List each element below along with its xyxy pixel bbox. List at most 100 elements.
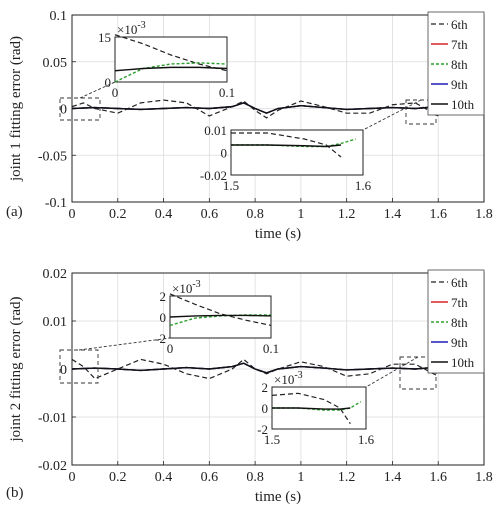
legend-label-7th: 7th xyxy=(451,295,468,310)
x-tick-label: 1.2 xyxy=(338,207,356,222)
x-tick-label: 0.8 xyxy=(246,207,264,222)
legend-label-8th: 8th xyxy=(451,315,468,330)
x-tick-label: 1 xyxy=(297,470,304,485)
inset1-x-tick-label: 0.1 xyxy=(263,341,279,356)
x-tick-label: 0.4 xyxy=(155,207,173,222)
x-axis-label: time (s) xyxy=(255,489,301,505)
main-series-6th xyxy=(71,99,439,119)
x-tick-label: 0 xyxy=(69,470,76,485)
legend-label-10th: 10th xyxy=(451,97,475,112)
x-tick-label: 0.6 xyxy=(201,207,219,222)
y-tick-label: 0 xyxy=(60,363,67,378)
y-axis-label: joint 2 fitting error (rad) xyxy=(8,297,24,443)
inset1-connector xyxy=(78,337,171,351)
y-axis-label: joint 1 fitting error (rad) xyxy=(8,36,24,182)
y-tick-label: 0.01 xyxy=(43,315,68,330)
inset1-y-tick-label: 15 xyxy=(98,30,111,45)
inset1-x-tick-label: 0.1 xyxy=(219,85,235,100)
inset1-y-tick-label: 2 xyxy=(160,289,167,304)
inset2-scale-label: ×10-3 xyxy=(274,370,303,387)
legend-label-6th: 6th xyxy=(451,17,468,32)
x-tick-label: 1.6 xyxy=(429,470,447,485)
y-tick-label: 0.05 xyxy=(43,56,68,71)
inset2-y-tick-label: 0 xyxy=(221,146,228,161)
inset2-connector xyxy=(362,99,422,131)
inset1-y-tick-label: 0 xyxy=(160,310,167,325)
inset1-y-tick-label: 0 xyxy=(105,75,112,90)
inset2-frame xyxy=(230,129,364,176)
inset2-y-tick-label: 2 xyxy=(262,380,269,395)
inset1-series-10th xyxy=(114,66,228,72)
x-tick-label: 0.2 xyxy=(109,207,127,222)
legend: 6th 7th 8th 9th 10th xyxy=(427,11,485,116)
inset1-scale-exponent: -3 xyxy=(137,20,145,31)
inset1-frame xyxy=(114,36,228,83)
legend-label-9th: 9th xyxy=(451,77,468,92)
inset2-series-10th xyxy=(231,144,342,148)
x-tick-label: 0.6 xyxy=(201,470,219,485)
inset1-x-tick-label: 0 xyxy=(167,341,174,356)
legend-label-9th: 9th xyxy=(451,335,468,350)
x-tick-label: 1.8 xyxy=(475,207,493,222)
inset1-series-8th xyxy=(114,62,228,83)
x-tick-label: 1.8 xyxy=(475,470,493,485)
inset2-y-tick-label: -2 xyxy=(257,422,268,437)
y-tick-label: 0 xyxy=(60,103,67,118)
inset2-series-6th xyxy=(271,392,351,425)
panel-1: 0 0.2 0.4 0.6 0.8 1 1.2 1.4 1.6 1.8 0.1 0.05 0 -0.05 -… xyxy=(6,9,493,242)
inset2-y-tick-label: -0.02 xyxy=(200,168,227,183)
main-series-10th xyxy=(71,362,439,374)
y-tick-label: 0.02 xyxy=(43,267,68,282)
y-tick-label: -0.02 xyxy=(38,459,67,474)
legend: 6th 7th 8th 9th 10th xyxy=(427,269,485,374)
inset2-connector xyxy=(365,356,419,388)
y-tick-label: -0.01 xyxy=(38,411,67,426)
x-tick-label: 0.8 xyxy=(246,470,264,485)
x-tick-label: 1.4 xyxy=(384,470,402,485)
x-tick-label: 1.4 xyxy=(384,207,402,222)
inset1-series-6th xyxy=(114,34,228,72)
inset1: 15 00 0.1 ×10-3 xyxy=(98,20,235,100)
inset1-scale-label: ×10-3 xyxy=(172,279,201,296)
x-tick-label: 1.6 xyxy=(429,207,447,222)
inset1-x-tick-label: 0 xyxy=(112,85,119,100)
legend-label-6th: 6th xyxy=(451,275,468,290)
legend-label-10th: 10th xyxy=(451,355,475,370)
x-tick-label: 0.4 xyxy=(155,470,173,485)
legend-label-8th: 8th xyxy=(451,57,468,72)
legend-label-7th: 7th xyxy=(451,37,468,52)
zoom-box-1 xyxy=(59,97,101,121)
x-axis-label: time (s) xyxy=(255,226,301,242)
inset1-series-6th xyxy=(169,293,272,326)
inset2: 0.01 0 -0.021.5 1.6 xyxy=(200,123,372,193)
inset1-scale-label: ×10-3 xyxy=(117,20,146,37)
inset2-y-tick-label: 0.01 xyxy=(204,123,227,138)
inset2: 2 0 -21.5 1.6 ×10-3 xyxy=(257,370,374,447)
inset1-scale-exponent: -3 xyxy=(192,279,200,290)
y-tick-label: -0.05 xyxy=(38,149,67,164)
main-series-6th xyxy=(71,358,439,380)
inset2-series-10th xyxy=(272,407,351,410)
inset1-series-10th xyxy=(169,314,272,318)
inset2-scale-exponent: -3 xyxy=(294,370,302,381)
panel-label: (a) xyxy=(6,204,23,220)
x-tick-label: 1.2 xyxy=(338,470,356,485)
inset2-x-tick-label: 1.6 xyxy=(355,178,372,193)
x-tick-label: 0.2 xyxy=(109,470,127,485)
y-tick-label: 0.1 xyxy=(50,9,68,24)
panel-2: 0 0.2 0.4 0.6 0.8 1 1.2 1.4 1.6 1.8 0.02 0.01 0 -0.01… xyxy=(6,267,493,505)
inset2-x-tick-label: 1.5 xyxy=(223,178,239,193)
inset2-x-tick-label: 1.5 xyxy=(264,432,280,447)
inset1-connector xyxy=(79,81,116,99)
panel-label: (b) xyxy=(6,485,24,501)
y-tick-label: -0.1 xyxy=(45,196,67,211)
inset2-y-tick-label: 0 xyxy=(262,401,269,416)
main-series-10th xyxy=(71,102,439,114)
x-tick-label: 1 xyxy=(297,207,304,222)
inset2-series-6th xyxy=(231,132,342,158)
inset1-y-tick-label: -2 xyxy=(155,331,166,346)
inset1: 20-20 0.1×10-3 xyxy=(155,279,279,356)
inset2-x-tick-label: 1.6 xyxy=(358,432,375,447)
x-tick-label: 0 xyxy=(69,207,76,222)
